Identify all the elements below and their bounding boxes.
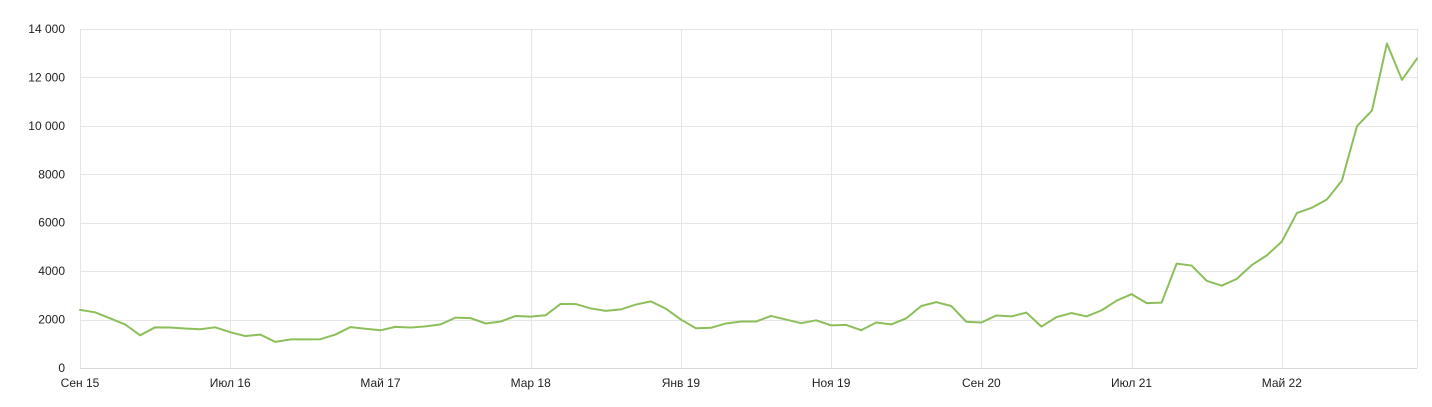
y-tick-label: 6000 xyxy=(38,216,65,230)
horizontal-gridlines xyxy=(80,29,1417,321)
x-axis-tick-labels: Сен 15 Июл 16 Май 17 Мар 18 Янв 19 Ноя 19 Сен … xyxy=(61,376,1303,390)
series-group xyxy=(79,42,1418,343)
x-tick-label: Май 22 xyxy=(1262,376,1303,390)
y-tick-label: 8000 xyxy=(38,167,65,181)
x-tick-label: Ноя 19 xyxy=(812,376,851,390)
x-tick-label: Сен 20 xyxy=(962,376,1001,390)
x-tick-label: Июл 21 xyxy=(1111,376,1152,390)
x-tick-label: Июл 16 xyxy=(210,376,251,390)
vertical-gridlines xyxy=(80,29,1418,368)
y-tick-label: 10 000 xyxy=(28,119,65,133)
x-tick-label: Мар 18 xyxy=(511,376,551,390)
y-tick-label: 14 000 xyxy=(28,22,65,36)
series-line-0 xyxy=(79,42,1418,343)
y-tick-label: 4000 xyxy=(38,264,65,278)
x-tick-label: Сен 15 xyxy=(61,376,100,390)
y-tick-label: 2000 xyxy=(38,313,65,327)
x-tick-label: Янв 19 xyxy=(662,376,701,390)
y-tick-label: 0 xyxy=(58,361,65,375)
y-axis-tick-labels: 0 2000 4000 6000 8000 10 000 12 000 14 000 xyxy=(28,22,65,375)
x-tick-label: Май 17 xyxy=(360,376,401,390)
y-tick-label: 12 000 xyxy=(28,70,65,84)
